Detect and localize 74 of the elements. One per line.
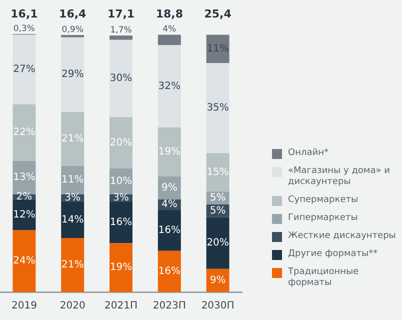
x-tick-label: 2023П: [152, 300, 186, 312]
data-label: 22%: [13, 127, 36, 138]
text: 16,4: [59, 7, 87, 20]
data-label: 21%: [61, 260, 84, 271]
data-label: 1,7%: [110, 25, 132, 36]
data-label: 32%: [158, 80, 181, 92]
data-label: 20%: [206, 238, 229, 249]
data-label: 14%: [61, 214, 84, 226]
data-label: 21%: [61, 134, 84, 145]
text: 18,8: [156, 7, 183, 20]
bar: [206, 217, 230, 269]
bar: [158, 250, 181, 292]
data-label: 9%: [210, 275, 226, 286]
data-label: 16%: [158, 266, 181, 278]
bar: [110, 243, 132, 292]
data-label: 0,3%: [13, 24, 36, 34]
bar: [12, 104, 36, 161]
bar: [61, 238, 84, 292]
legend-label: Гипермаркеты: [288, 213, 358, 224]
data-label: 20%: [110, 137, 132, 148]
bar: [206, 153, 230, 192]
data-label: 12%: [13, 209, 36, 220]
data-label: 3%: [64, 192, 81, 204]
bar: [158, 127, 181, 176]
bar: [110, 40, 132, 118]
bar: [158, 210, 181, 251]
data-label: 35%: [206, 102, 229, 114]
x-tick-label: 2019: [11, 300, 37, 312]
bar: [206, 63, 230, 154]
data-label: 5%: [210, 192, 226, 204]
legend-label: Онлайн*: [288, 148, 328, 159]
data-label: 16%: [158, 224, 181, 236]
legend-label: «Магазины у дома» и дискаунтеры: [288, 166, 391, 188]
data-label: 5%: [210, 206, 226, 217]
data-label: 11%: [61, 174, 84, 186]
x-tick-label: 2030П: [201, 300, 234, 312]
data-label: 4%: [162, 24, 176, 35]
legend-label: Супермаркеты: [288, 195, 358, 206]
legend-label: Жесткие дискаунтеры: [288, 231, 396, 242]
data-label: 19%: [110, 262, 132, 274]
bar: [110, 36, 132, 40]
text: 17,1: [107, 7, 135, 20]
data-label: 4%: [161, 199, 178, 210]
bar: [12, 34, 36, 104]
bar: [61, 202, 84, 238]
x-tick-label: 2021П: [104, 300, 138, 312]
bar: [158, 176, 181, 200]
data-label: 19%: [158, 146, 181, 158]
legend-label: Традиционные форматы: [288, 267, 360, 289]
data-label: 3%: [113, 192, 129, 204]
data-label: 10%: [110, 176, 132, 187]
bar: [61, 37, 84, 112]
data-label: 29%: [61, 69, 84, 80]
data-label: 24%: [13, 256, 36, 267]
bar: [12, 230, 36, 292]
data-label: 2%: [16, 191, 32, 202]
data-label: 11%: [206, 44, 229, 55]
data-label: 13%: [13, 172, 36, 184]
data-label: 0,9%: [62, 24, 84, 35]
data-label: 9%: [161, 182, 178, 194]
text: 25,4: [204, 7, 232, 20]
bar: [158, 45, 181, 128]
bar: [110, 117, 132, 169]
legend-label: Другие форматы**: [288, 249, 378, 260]
text: 16,1: [10, 7, 38, 20]
data-label: 15%: [206, 166, 229, 178]
data-label: 30%: [110, 73, 132, 84]
bar: [110, 202, 132, 244]
data-label: 27%: [13, 64, 36, 76]
bar: [158, 34, 181, 46]
data-label: 16%: [110, 217, 132, 228]
bar: [61, 112, 84, 166]
bar: [12, 199, 36, 230]
x-tick-label: 2020: [60, 300, 86, 312]
